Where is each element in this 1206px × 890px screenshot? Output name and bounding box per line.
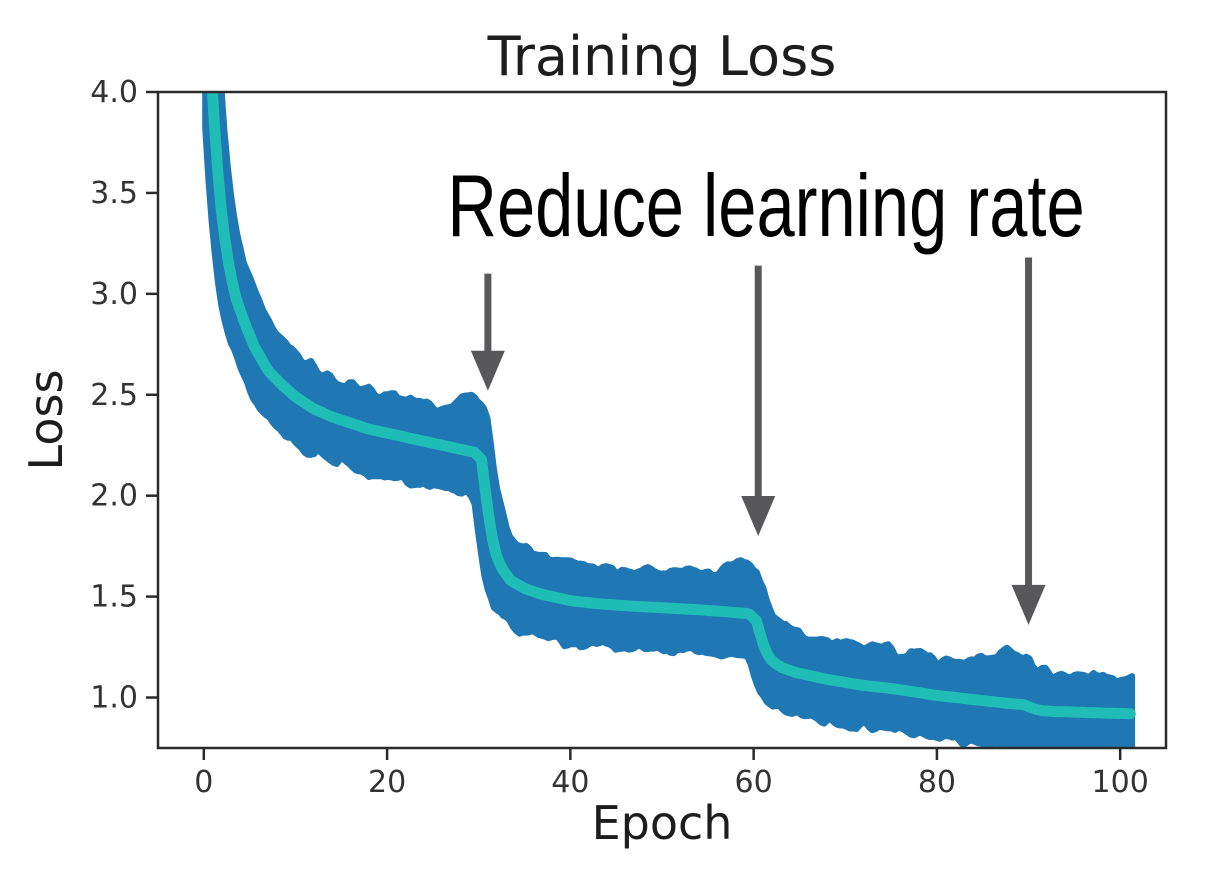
raw-loss-band <box>202 92 1136 748</box>
x-tick-label: 60 <box>735 765 773 800</box>
reduce-lr-annotation: Reduce learning rate <box>447 156 1085 255</box>
x-axis-label: Epoch <box>591 796 733 850</box>
lr-arrow-head <box>1011 584 1046 625</box>
y-tick-label: 1.0 <box>90 681 138 716</box>
y-tick-label: 2.5 <box>90 378 138 413</box>
lr-arrow-head <box>470 350 505 391</box>
y-tick-label: 1.5 <box>90 580 138 615</box>
y-axis-label: Loss <box>19 369 73 471</box>
y-tick-label: 2.0 <box>90 479 138 514</box>
x-tick-label: 0 <box>194 765 213 800</box>
chart-title: Training Loss <box>487 25 837 88</box>
y-tick-label: 3.0 <box>90 277 138 312</box>
smoothed-loss-line <box>206 92 1136 720</box>
x-tick-label: 80 <box>918 765 956 800</box>
y-tick-label: 3.5 <box>90 176 138 211</box>
lr-arrow-head <box>741 496 776 537</box>
x-tick-label: 20 <box>368 765 406 800</box>
x-tick-label: 100 <box>1092 765 1149 800</box>
y-tick-label: 4.0 <box>90 75 138 110</box>
x-tick-label: 40 <box>551 765 589 800</box>
plot-frame <box>156 90 1168 750</box>
